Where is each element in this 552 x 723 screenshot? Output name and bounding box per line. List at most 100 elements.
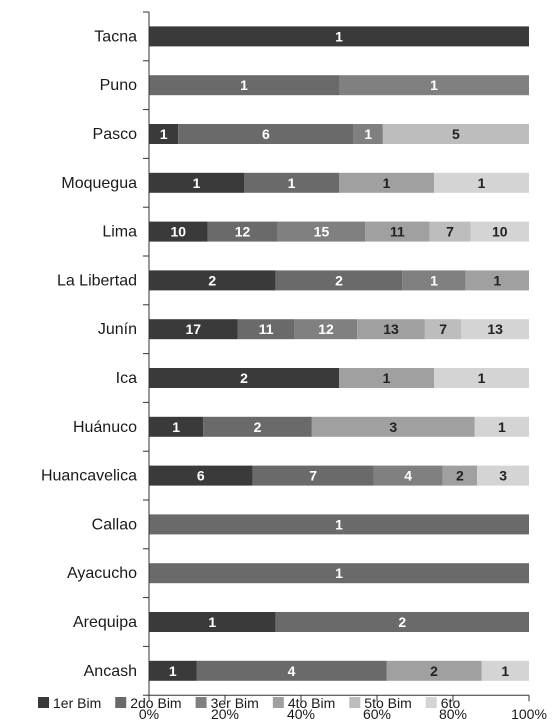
legend-label-s3: 3er Bim: [211, 695, 259, 711]
value-label-huancavelica-s3: 4: [404, 468, 412, 484]
bar-segment-ica-s6: [434, 368, 529, 388]
value-label-huanuco-s1: 1: [172, 419, 180, 435]
legend: 1er Bim 2do Bim 3er Bim 4to Bim 5to Bim 6to: [38, 695, 460, 711]
value-label-pasco-s1: 1: [160, 126, 168, 142]
value-label-la-libertad-s3: 1: [430, 272, 438, 288]
legend-swatch-s2: [115, 697, 127, 708]
value-label-junin-s3: 12: [318, 321, 334, 337]
bar-segment-junin-s3: [294, 319, 358, 340]
legend-label-s1: 1er Bim: [53, 695, 101, 711]
value-label-lima-s5: 7: [446, 224, 454, 240]
category-label-pasco: Pasco: [93, 126, 138, 143]
value-label-tacna-s1: 1: [335, 28, 343, 44]
value-label-junin-s6: 13: [487, 321, 503, 337]
bar-segment-pasco-s5: [382, 124, 529, 144]
bar-segment-puno-s2: [149, 75, 339, 96]
category-label-callao: Callao: [92, 516, 137, 533]
value-label-junin-s4: 13: [383, 321, 399, 337]
bar-segment-junin-s5: [424, 319, 462, 340]
legend-swatch-s3: [195, 697, 207, 708]
bar-segment-junin-s4: [357, 319, 425, 340]
category-label-junin: Junín: [98, 321, 137, 338]
bar-segment-ica-s4: [339, 368, 434, 388]
legend-label-s2: 2do Bim: [130, 695, 181, 711]
bar-segment-huanuco-s6: [474, 416, 529, 437]
bar-segment-pasco-s2: [178, 124, 354, 144]
value-label-huancavelica-s2: 7: [309, 468, 317, 484]
value-label-pasco-s3: 1: [364, 126, 372, 142]
x-tick-label: 100%: [511, 706, 547, 722]
value-label-ayacucho-s2: 1: [335, 565, 343, 581]
value-label-moquegua-s2: 1: [288, 175, 296, 191]
bar-segment-pasco-s3: [353, 124, 383, 144]
legend-label-s4: 4to Bim: [288, 695, 335, 711]
bar-segment-la-libertad-s1: [149, 270, 276, 291]
value-label-ancash-s1: 1: [169, 663, 177, 679]
bar-segment-huancavelica-s6: [477, 465, 529, 486]
x-tick-label: 80%: [439, 706, 467, 722]
category-label-lima: Lima: [102, 224, 137, 241]
value-label-huanuco-s4: 3: [389, 419, 397, 435]
value-label-huancavelica-s1: 6: [197, 468, 205, 484]
bar-segment-arequipa-s1: [149, 612, 276, 632]
bar-segment-moquegua-s4: [339, 172, 434, 193]
legend-label-s6: 6to: [441, 695, 461, 711]
value-label-ica-s1: 2: [240, 370, 248, 386]
category-label-ica: Ica: [116, 370, 137, 387]
x-tick-label: 0%: [139, 706, 159, 722]
value-label-ancash-s4: 2: [430, 663, 438, 679]
bar-segment-pasco-s1: [149, 124, 179, 144]
value-label-ancash-s6: 1: [501, 663, 509, 679]
value-label-arequipa-s1: 1: [208, 614, 216, 630]
bar-segment-junin-s6: [461, 319, 529, 340]
value-label-lima-s4: 11: [390, 224, 405, 240]
bar-segment-huanuco-s1: [149, 416, 204, 437]
bar-segment-huancavelica-s2: [252, 465, 374, 486]
value-label-pasco-s5: 5: [452, 126, 460, 142]
value-label-la-libertad-s2: 2: [335, 272, 343, 288]
bar-segment-lima-s5: [429, 221, 471, 242]
bar-segment-lima-s1: [149, 221, 208, 242]
x-tick-label: 20%: [211, 706, 239, 722]
category-label-huanuco: Huánuco: [73, 419, 137, 436]
category-label-moquegua: Moquegua: [61, 175, 137, 192]
category-label-ayacucho: Ayacucho: [67, 565, 137, 582]
value-label-junin-s5: 7: [439, 321, 447, 337]
bar-segment-ayacucho-s2: [149, 563, 529, 584]
value-label-ica-s6: 1: [478, 370, 486, 386]
legend-swatch-s6: [425, 697, 437, 708]
value-label-pasco-s2: 6: [262, 126, 270, 142]
bar-segment-ancash-s4: [386, 660, 482, 681]
bar-segment-ancash-s2: [196, 660, 387, 681]
legend-swatch-s4: [272, 697, 284, 708]
bars-layer: 11 11 6 1 51 1 1 110 12 15 11 7 102 2 1 117 11 12 13 7 132 1 1…: [149, 26, 529, 681]
bar-segment-la-libertad-s3: [402, 270, 466, 291]
bar-segment-la-libertad-s4: [465, 270, 529, 291]
value-label-junin-s1: 17: [185, 321, 201, 337]
bar-segment-huancavelica-s3: [373, 465, 443, 486]
value-label-huancavelica-s6: 3: [499, 468, 507, 484]
x-tick-label: 40%: [287, 706, 315, 722]
value-label-ancash-s2: 4: [288, 663, 296, 679]
bar-segment-lima-s4: [365, 221, 430, 242]
bar-segment-ancash-s1: [149, 660, 197, 681]
legend-swatch-s1: [38, 697, 49, 708]
bar-segment-moquegua-s2: [244, 172, 339, 193]
legend-label-s5: 5to Bim: [364, 695, 411, 711]
category-label-tacna: Tacna: [94, 28, 137, 45]
value-label-puno-s2: 1: [240, 77, 248, 93]
bar-segment-puno-s3: [339, 75, 529, 96]
bar-segment-lima-s3: [277, 221, 366, 242]
bar-segment-lima-s2: [207, 221, 278, 242]
category-label-arequipa: Arequipa: [73, 614, 137, 631]
bar-segment-huancavelica-s4: [442, 465, 478, 486]
value-label-ica-s4: 1: [383, 370, 391, 386]
bar-segment-la-libertad-s2: [275, 270, 403, 291]
value-label-arequipa-s2: 2: [398, 614, 406, 630]
value-label-lima-s6: 10: [492, 224, 508, 240]
legend-swatch-s5: [349, 697, 361, 708]
category-label-la-libertad: La Libertad: [57, 272, 137, 289]
value-label-callao-s2: 1: [335, 516, 343, 532]
value-label-moquegua-s6: 1: [478, 175, 486, 191]
